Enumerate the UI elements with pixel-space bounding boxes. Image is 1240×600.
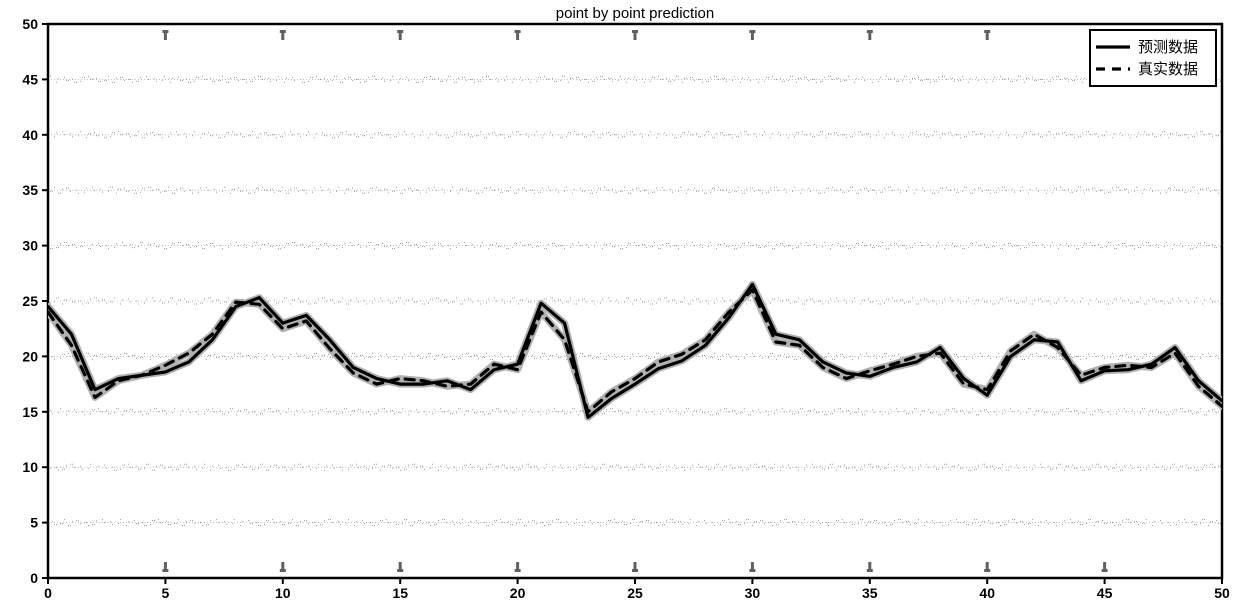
y-tick-label: 0	[30, 570, 38, 586]
x-tick-label: 45	[1097, 585, 1113, 600]
y-tick-label: 45	[22, 71, 38, 87]
y-tick-label: 25	[22, 293, 38, 309]
x-tick-label: 15	[392, 585, 408, 600]
y-tick-label: 40	[22, 127, 38, 143]
inner-tick-bottom-cap	[984, 569, 990, 572]
chart-title: point by point prediction	[556, 5, 714, 22]
inner-tick-top-cap	[397, 30, 403, 33]
inner-tick-bottom-cap	[280, 569, 286, 572]
x-tick-label: 0	[44, 585, 52, 600]
inner-tick-top-cap	[515, 30, 521, 33]
inner-tick-top-cap	[632, 30, 638, 33]
chart-container: { "chart": { "type": "line", "title": "p…	[0, 0, 1240, 600]
legend-label: 预测数据	[1138, 39, 1198, 56]
inner-tick-bottom-cap	[867, 569, 873, 572]
chart-background	[0, 0, 1240, 600]
y-tick-label: 10	[22, 459, 38, 475]
inner-tick-top-cap	[162, 30, 168, 33]
y-tick-label: 5	[30, 515, 38, 531]
x-tick-label: 10	[275, 585, 291, 600]
inner-tick-bottom-cap	[632, 569, 638, 572]
inner-tick-bottom-cap	[397, 569, 403, 572]
x-tick-label: 50	[1214, 585, 1230, 600]
prediction-chart: point by point prediction 0 5 10 15 20 25 30 35 4…	[0, 0, 1240, 600]
y-tick-label: 35	[22, 182, 38, 198]
y-tick-label: 20	[22, 348, 38, 364]
x-tick-label: 30	[745, 585, 761, 600]
inner-tick-top-cap	[749, 30, 755, 33]
inner-tick-bottom-cap	[162, 569, 168, 572]
y-tick-label: 50	[22, 16, 38, 32]
inner-tick-top-cap	[867, 30, 873, 33]
inner-tick-bottom-cap	[749, 569, 755, 572]
y-tick-label: 15	[22, 404, 38, 420]
x-tick-label: 40	[979, 585, 995, 600]
x-tick-label: 5	[162, 585, 170, 600]
legend-label: 真实数据	[1138, 60, 1198, 78]
inner-tick-top-cap	[280, 30, 286, 33]
inner-tick-bottom-cap	[515, 569, 521, 572]
x-tick-label: 25	[627, 585, 643, 600]
x-tick-label: 35	[862, 585, 878, 600]
inner-tick-top-cap	[984, 30, 990, 33]
legend: 预测数据真实数据	[1090, 30, 1216, 86]
y-tick-label: 30	[22, 238, 38, 254]
inner-tick-bottom-cap	[1102, 569, 1108, 572]
x-tick-label: 20	[510, 585, 526, 600]
